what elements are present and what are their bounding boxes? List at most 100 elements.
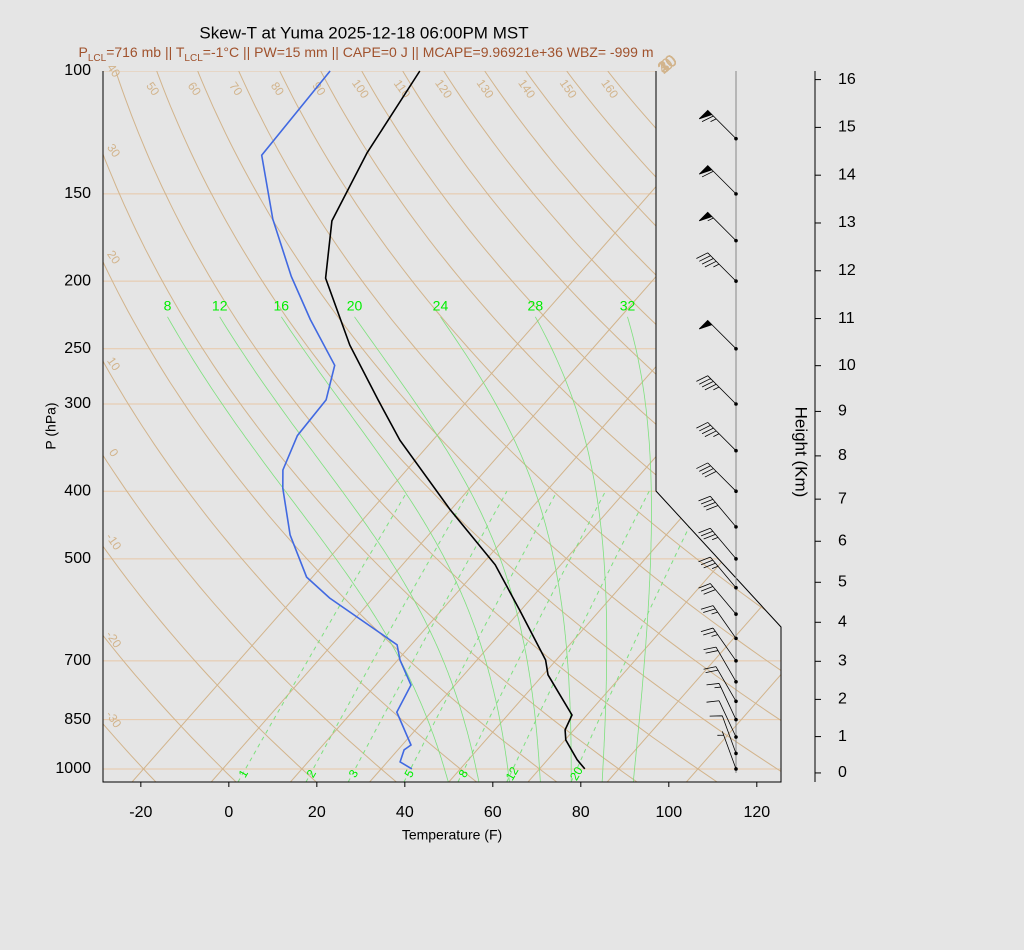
dry-adiabat-label: -20 (103, 628, 125, 651)
dry-adiabat-label: 140 (515, 77, 538, 102)
dry-adiabat-label: -10 (103, 530, 125, 553)
y-tick-label: 500 (64, 550, 91, 567)
y2-tick-label: 16 (838, 71, 856, 88)
wind-barb (698, 495, 737, 528)
y2-tick-label: 6 (838, 532, 847, 549)
dry-adiabat (103, 71, 558, 782)
y-tick-label: 400 (64, 482, 91, 499)
wind-level-dot (734, 557, 738, 561)
wind-barb (696, 252, 737, 282)
wind-barb (709, 715, 737, 754)
y2-axis-label: Height (Km) (792, 407, 811, 498)
dry-adiabat-label: 80 (268, 79, 287, 98)
wind-barb (696, 375, 737, 405)
mixing-ratio-label: 20 (567, 764, 586, 783)
mixing-ratio-line (457, 490, 606, 782)
subtitle-part: LCL (88, 53, 107, 64)
x-tick-label: 40 (396, 804, 414, 821)
dry-adiabat (103, 71, 638, 782)
y2-tick-label: 3 (838, 653, 847, 670)
x-tick-label: -20 (129, 804, 152, 821)
wind-level-dot (734, 136, 738, 141)
y2-tick-label: 11 (838, 310, 855, 327)
dry-adiabat (238, 71, 781, 782)
moist-adiabat (219, 316, 480, 782)
y2-tick-label: 7 (838, 490, 847, 507)
dry-adiabat (103, 71, 157, 782)
moist-adiabat-label: 16 (274, 298, 290, 314)
moist-adiabat (627, 316, 652, 782)
dewpoint-line (260, 70, 413, 770)
isotherm (527, 71, 781, 782)
dry-adiabat (320, 71, 781, 782)
dry-adiabat-label: 60 (185, 79, 204, 98)
dry-adiabat (156, 71, 781, 782)
dry-adiabat-label: 30 (104, 141, 123, 160)
mixing-ratio-line (237, 490, 408, 782)
wind-level-dot (734, 679, 738, 684)
y-tick-label: 200 (64, 272, 91, 289)
subtitle-part: LCL (184, 53, 203, 64)
isotherm (131, 71, 759, 782)
dry-adiabat (103, 71, 237, 782)
dry-adiabat (361, 71, 781, 782)
wind-level-dot (734, 699, 738, 704)
wind-barb (703, 646, 737, 682)
y2-tick-label: 8 (838, 447, 847, 464)
mixing-ratio-label: 12 (503, 764, 522, 783)
wind-level-dot (734, 192, 738, 196)
y-axis-label: P (hPa) (43, 402, 59, 449)
x-tick-label: 20 (308, 804, 326, 821)
wind-level-dot (734, 279, 738, 283)
wind-barb (696, 462, 737, 492)
dry-adiabat (443, 71, 781, 782)
moist-adiabat (167, 316, 449, 782)
mixing-ratio-line (403, 490, 558, 782)
wind-barb (698, 165, 737, 195)
wind-level-dot (734, 717, 738, 722)
wind-level-dot (734, 525, 738, 529)
y2-tick-label: 13 (838, 214, 856, 231)
dry-adiabat (279, 71, 781, 782)
wind-level-dot (734, 735, 738, 739)
wind-barb (698, 556, 737, 588)
isotherm (290, 71, 781, 782)
dry-adiabat-label: 130 (474, 77, 497, 102)
isotherm (606, 71, 781, 782)
y-tick-label: 300 (64, 395, 91, 412)
y2-tick-label: 15 (838, 119, 856, 136)
dry-adiabat (607, 71, 781, 782)
x-tick-label: 100 (655, 804, 682, 821)
dry-adiabat-label: 70 (226, 79, 245, 98)
y2-tick-label: 4 (838, 614, 847, 631)
wind-level-dot (734, 489, 738, 494)
plot-frame (102, 71, 782, 783)
y2-tick-label: 2 (838, 691, 847, 708)
moist-adiabat-label: 24 (433, 298, 449, 314)
wind-barb (703, 666, 737, 702)
mixing-ratio-line (506, 490, 650, 782)
wind-level-dot (734, 612, 738, 616)
dry-adiabat (103, 71, 477, 782)
y-tick-label: 250 (64, 340, 91, 357)
dry-adiabat-label: 50 (143, 79, 162, 98)
wind-barb (698, 211, 737, 241)
dry-adiabat-label: 10 (104, 354, 123, 373)
dry-adiabat (484, 71, 781, 782)
moist-adiabat-label: 28 (528, 298, 544, 314)
wind-barb (698, 109, 737, 139)
dry-adiabat (525, 71, 781, 782)
x-tick-label: 0 (224, 804, 233, 821)
dry-adiabat-label: 160 (598, 77, 621, 102)
wind-level-dot (734, 448, 738, 453)
moist-adiabat-label: 20 (347, 298, 363, 314)
y-tick-label: 150 (64, 185, 91, 202)
wind-level-dot (734, 238, 738, 243)
y-tick-label: 100 (64, 62, 91, 79)
wind-level-dot (734, 636, 738, 641)
dry-adiabat-label: 150 (557, 77, 580, 102)
y2-tick-label: 12 (838, 262, 856, 279)
moist-adiabat (280, 316, 510, 782)
subtitle-part: =-1°C || PW=15 mm || CAPE=0 J || MCAPE=9… (203, 44, 654, 60)
